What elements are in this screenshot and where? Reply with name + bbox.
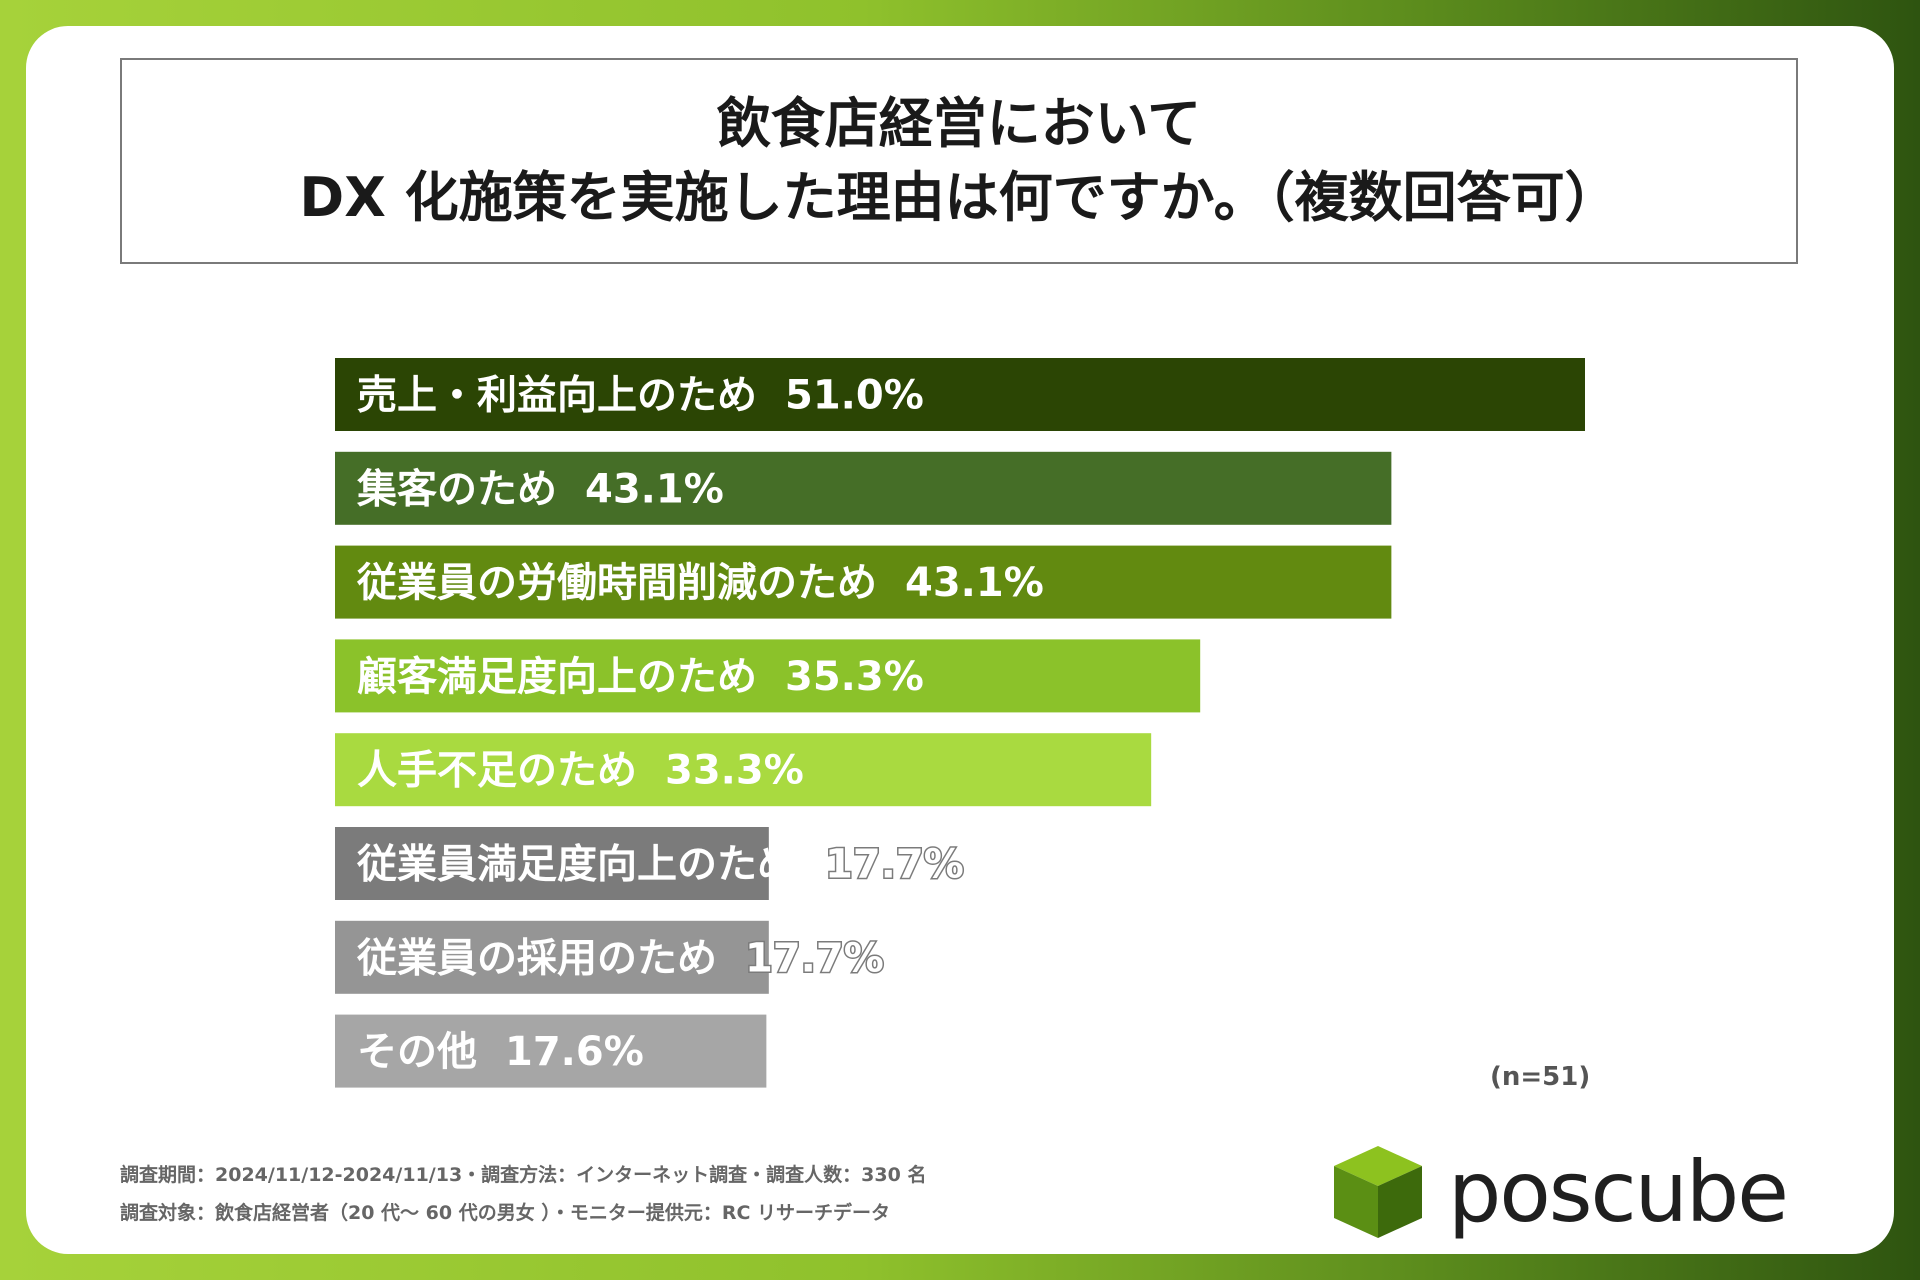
bar-group: 顧客満足度向上のため 35.3% xyxy=(335,639,1201,713)
poscube-logo: poscube xyxy=(1330,1142,1789,1242)
bar-group: 集客のため 43.1% xyxy=(335,451,1392,525)
category-label: 売上・利益向上のため xyxy=(357,373,757,419)
bar-group: 人手不足のため 33.3% xyxy=(335,733,1152,807)
value-label: 43.1% xyxy=(905,560,1044,606)
bar-label: 従業員満足度向上のため 17.7% xyxy=(356,842,964,888)
category-label: 従業員の採用のため xyxy=(356,935,717,981)
value-label: 17.7% xyxy=(745,935,884,981)
category-label: 従業員の労働時間削減のため xyxy=(356,560,877,606)
bar-label: 従業員の労働時間削減のため 43.1% xyxy=(356,560,1044,606)
value-label: 33.3% xyxy=(665,748,804,794)
title-box: 飲食店経営において DX 化施策を実施した理由は何ですか。（複数回答可） xyxy=(120,58,1798,264)
bar xyxy=(335,358,1585,431)
bar xyxy=(335,639,1201,713)
bar-label: 売上・利益向上のため 51.0% xyxy=(357,373,924,419)
sample-size-label: (n=51) xyxy=(1490,1062,1591,1092)
bar xyxy=(335,920,769,994)
bar-group: その他 17.6% xyxy=(335,1014,767,1088)
bar-group: 従業員の労働時間削減のため 43.1% xyxy=(335,545,1392,619)
bar xyxy=(335,733,1152,807)
title-line-2: DX 化施策を実施した理由は何ですか。（複数回答可） xyxy=(299,166,1619,229)
category-label: 人手不足のため xyxy=(357,748,637,794)
value-label: 17.7% xyxy=(825,842,964,888)
cube-logo-icon xyxy=(1334,1146,1422,1238)
value-label: 51.0% xyxy=(785,373,924,419)
title-line-1: 飲食店経営において xyxy=(716,92,1202,155)
bar xyxy=(335,827,769,900)
bar xyxy=(335,451,1392,525)
bar xyxy=(335,1014,767,1088)
category-label: 従業員満足度向上のため xyxy=(356,842,797,888)
logo-wordmark: poscube xyxy=(1448,1143,1789,1241)
category-label: 顧客満足度向上のため xyxy=(357,654,757,700)
bar-label: 人手不足のため 33.3% xyxy=(357,748,804,794)
value-label: 35.3% xyxy=(785,654,924,700)
bar-label: 顧客満足度向上のため 35.3% xyxy=(357,654,924,700)
bar-label: その他 17.6% xyxy=(357,1029,644,1075)
value-label: 43.1% xyxy=(585,466,724,512)
bar-group: 従業員の採用のため 17.7% xyxy=(335,920,885,994)
bar-group: 売上・利益向上のため 51.0% xyxy=(335,358,1585,431)
bar-group: 従業員満足度向上のため 17.7% xyxy=(335,827,965,900)
bar-label: 従業員の採用のため 17.7% xyxy=(356,935,884,981)
bar-label: 集客のため 43.1% xyxy=(356,466,724,512)
category-label: その他 xyxy=(357,1029,477,1075)
footer-survey-target: 調査対象：飲食店経営者（20 代～ 60 代の男女 ）・モニター提供元：RC リ… xyxy=(120,1202,891,1224)
footer-survey-info: 調査期間：2024/11/12-2024/11/13・調査方法：インターネット調… xyxy=(120,1164,927,1186)
value-label: 17.6% xyxy=(505,1029,644,1075)
category-label: 集客のため xyxy=(356,466,557,512)
bar xyxy=(335,545,1392,619)
